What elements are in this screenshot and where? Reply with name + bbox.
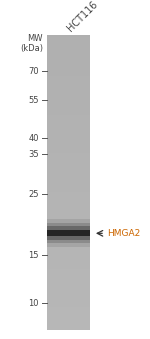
Text: MW
(kDa): MW (kDa) bbox=[20, 34, 43, 53]
Text: 55: 55 bbox=[28, 96, 39, 105]
Bar bbox=[47, 219, 90, 247]
Text: 40: 40 bbox=[28, 134, 39, 143]
Text: 25: 25 bbox=[28, 190, 39, 199]
Bar bbox=[47, 223, 90, 243]
Text: HMGA2: HMGA2 bbox=[107, 229, 140, 238]
Bar bbox=[47, 230, 90, 236]
Text: 35: 35 bbox=[28, 149, 39, 159]
Text: HCT116: HCT116 bbox=[65, 0, 100, 33]
Bar bbox=[47, 226, 90, 240]
Text: 70: 70 bbox=[28, 67, 39, 76]
Text: 15: 15 bbox=[28, 251, 39, 260]
Text: 10: 10 bbox=[28, 299, 39, 308]
